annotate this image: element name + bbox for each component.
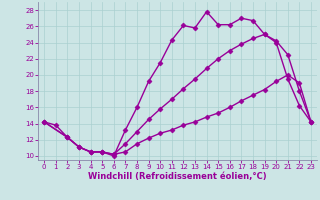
X-axis label: Windchill (Refroidissement éolien,°C): Windchill (Refroidissement éolien,°C) bbox=[88, 172, 267, 181]
